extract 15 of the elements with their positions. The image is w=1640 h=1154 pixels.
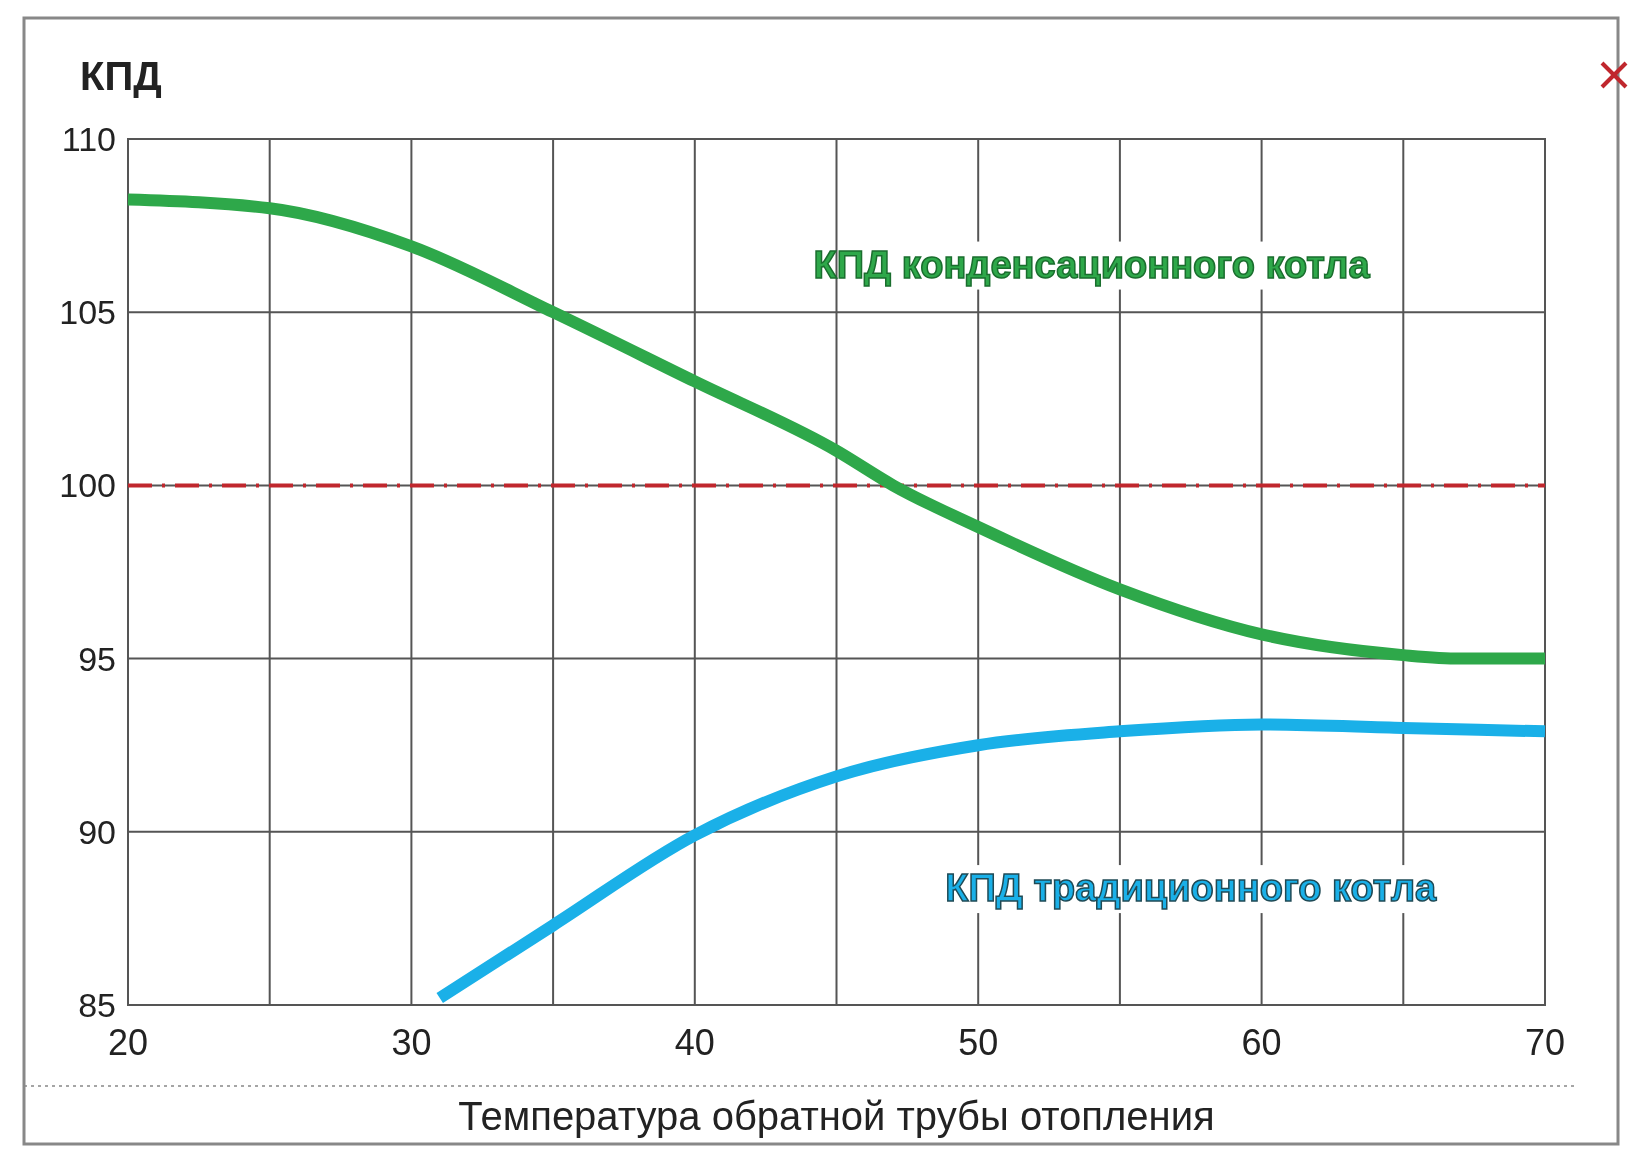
y-axis-title: КПД xyxy=(80,54,162,98)
y-tick-label: 95 xyxy=(78,639,116,678)
x-tick-label: 20 xyxy=(107,1022,149,1063)
y-tick-label: 90 xyxy=(78,812,116,851)
x-tick-label: 50 xyxy=(958,1022,999,1063)
x-tick-label: 30 xyxy=(391,1022,432,1063)
x-axis-title: Температура обратной трубы отопления xyxy=(458,1094,1215,1138)
y-tick-label: 100 xyxy=(59,466,116,505)
x-tick-label: 70 xyxy=(1524,1022,1566,1063)
x-tick-label: 40 xyxy=(674,1022,715,1063)
y-tick-label: 105 xyxy=(59,293,116,332)
x-tick-label: 60 xyxy=(1241,1022,1282,1063)
y-tick-label: 110 xyxy=(61,119,116,158)
text: КПД традиционного котла xyxy=(945,867,1438,910)
y-tick-label: 85 xyxy=(78,985,116,1024)
